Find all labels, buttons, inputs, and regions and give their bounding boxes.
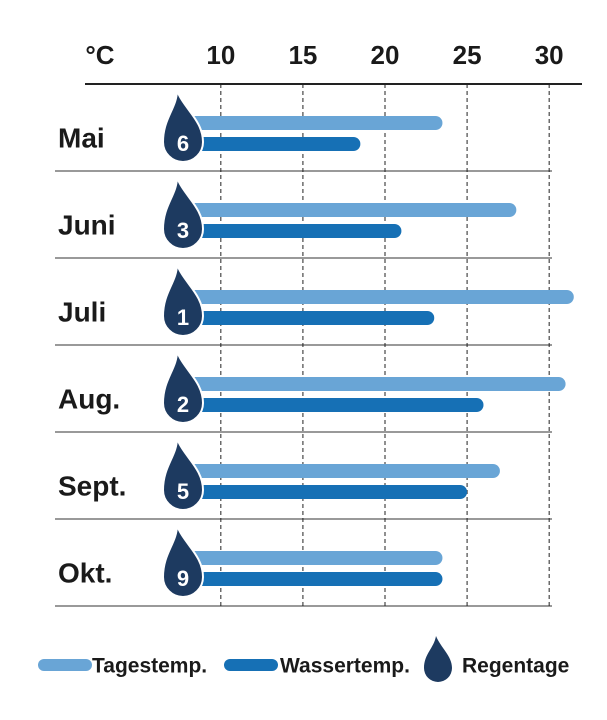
rain-days-label: 2 xyxy=(177,392,189,417)
category-label: Juli xyxy=(58,296,106,327)
bar xyxy=(188,377,566,391)
rain-days-label: 9 xyxy=(177,566,189,591)
legend-label: Tagestemp. xyxy=(92,655,207,678)
bar xyxy=(188,203,517,217)
x-axis-label: °C xyxy=(85,40,114,70)
legend-label: Wassertemp. xyxy=(280,655,410,678)
bar xyxy=(188,485,468,499)
legend-swatch xyxy=(424,636,452,682)
rain-drop xyxy=(161,437,205,511)
category-label: Mai xyxy=(58,122,105,153)
rain-drop xyxy=(161,176,205,250)
bar xyxy=(188,290,574,304)
bar xyxy=(188,137,361,151)
bar xyxy=(188,398,484,412)
category-label: Sept. xyxy=(58,470,126,501)
bar xyxy=(188,311,435,325)
x-tick-label: 25 xyxy=(453,40,482,70)
x-tick-label: 15 xyxy=(288,40,317,70)
rain-drop xyxy=(161,263,205,337)
rain-days-label: 6 xyxy=(177,131,189,156)
bar xyxy=(188,572,443,586)
x-tick-label: 10 xyxy=(206,40,235,70)
rain-drop xyxy=(161,350,205,424)
category-label: Aug. xyxy=(58,383,120,414)
category-label: Okt. xyxy=(58,557,112,588)
x-tick-label: 30 xyxy=(535,40,564,70)
x-tick-label: 20 xyxy=(371,40,400,70)
legend-label: Regentage xyxy=(462,655,569,678)
rain-days-label: 3 xyxy=(177,218,189,243)
bar xyxy=(188,551,443,565)
category-label: Juni xyxy=(58,209,116,240)
bar xyxy=(188,464,500,478)
rain-days-label: 5 xyxy=(177,479,189,504)
rain-drop xyxy=(161,89,205,163)
bar xyxy=(188,116,443,130)
bar xyxy=(188,224,402,238)
rain-days-label: 1 xyxy=(177,305,189,330)
rain-drop xyxy=(161,524,205,598)
